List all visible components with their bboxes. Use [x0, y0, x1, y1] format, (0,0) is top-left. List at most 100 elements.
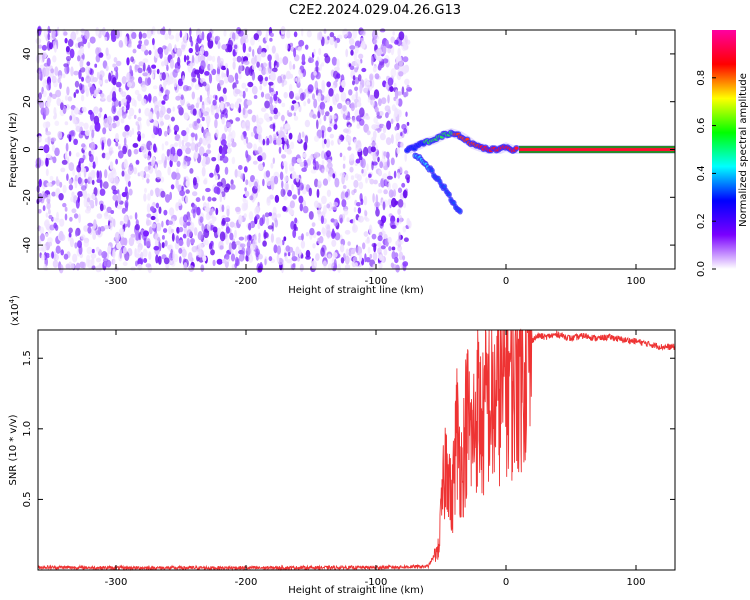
noise-speckle [278, 257, 283, 266]
noise-speckle [202, 111, 209, 117]
noise-speckle [85, 65, 91, 76]
noise-speckle [312, 93, 315, 100]
noise-speckle [137, 258, 143, 267]
noise-speckle [401, 41, 408, 52]
noise-speckle [150, 206, 155, 212]
noise-speckle [95, 197, 98, 207]
noise-speckle [133, 114, 137, 120]
noise-speckle [260, 91, 265, 98]
noise-speckle [214, 174, 218, 181]
noise-speckle [164, 114, 171, 120]
noise-speckle [402, 255, 406, 261]
noise-speckle [354, 262, 358, 268]
noise-speckle [148, 164, 151, 171]
noise-speckle [175, 178, 179, 189]
noise-speckle [164, 141, 169, 146]
noise-speckle [190, 142, 196, 151]
noise-speckle [208, 73, 213, 84]
noise-speckle [91, 179, 95, 185]
noise-speckle [138, 231, 142, 241]
noise-speckle [246, 234, 253, 242]
noise-speckle [98, 112, 102, 119]
noise-speckle [170, 154, 174, 162]
noise-speckle [266, 137, 270, 146]
noise-speckle [203, 239, 206, 246]
noise-speckle [291, 263, 296, 271]
noise-speckle [301, 53, 306, 63]
noise-speckle [147, 77, 152, 86]
noise-speckle [205, 114, 211, 125]
noise-speckle [322, 260, 327, 269]
noise-speckle [166, 107, 172, 114]
noise-speckle [46, 201, 51, 210]
noise-speckle [134, 248, 137, 258]
noise-region [35, 25, 413, 274]
noise-speckle [183, 54, 187, 63]
noise-speckle [191, 77, 197, 83]
snr-y-axis-label: SNR (10 * v/v) [8, 414, 19, 485]
noise-speckle [107, 172, 114, 183]
noise-speckle [238, 30, 244, 37]
noise-speckle [64, 206, 68, 212]
noise-speckle [403, 237, 409, 242]
noise-speckle [326, 93, 331, 103]
snr-series-line [37, 328, 676, 572]
noise-speckle [156, 110, 160, 120]
noise-speckle [363, 146, 369, 157]
noise-speckle [47, 33, 51, 41]
noise-speckle [86, 246, 93, 255]
noise-speckle [90, 141, 96, 151]
noise-speckle [72, 253, 78, 263]
noise-speckle [377, 127, 380, 133]
noise-speckle [188, 123, 193, 128]
noise-speckle [243, 213, 247, 218]
noise-speckle [348, 154, 352, 162]
x-tick-label: -100 [365, 577, 388, 588]
noise-speckle [161, 242, 165, 249]
noise-speckle [377, 189, 383, 194]
noise-speckle [125, 202, 129, 212]
noise-speckle [129, 215, 133, 220]
noise-speckle [264, 212, 270, 218]
noise-speckle [316, 202, 323, 208]
x-tick-label: 0 [503, 276, 509, 287]
noise-speckle [89, 154, 94, 163]
noise-speckle [155, 187, 161, 197]
noise-speckle [327, 126, 332, 133]
noise-speckle [234, 44, 238, 50]
noise-speckle [340, 257, 345, 264]
noise-speckle [395, 97, 399, 106]
noise-speckle [382, 173, 388, 181]
noise-speckle [321, 80, 326, 89]
noise-speckle [301, 92, 306, 100]
noise-speckle [112, 77, 117, 86]
noise-speckle [56, 211, 59, 221]
noise-speckle [291, 100, 297, 105]
noise-speckle [276, 245, 282, 255]
noise-speckle [236, 55, 242, 63]
noise-speckle [70, 31, 77, 41]
noise-speckle [155, 202, 160, 209]
noise-speckle [205, 187, 211, 193]
noise-speckle [264, 76, 268, 82]
noise-speckle [224, 166, 229, 175]
noise-speckle [59, 82, 62, 90]
noise-speckle [45, 212, 49, 218]
noise-speckle [207, 196, 212, 202]
noise-speckle [142, 72, 148, 77]
noise-speckle [125, 101, 130, 111]
noise-speckle [195, 42, 199, 53]
noise-speckle [278, 57, 283, 64]
noise-speckle [187, 252, 193, 262]
noise-speckle [287, 189, 292, 197]
noise-speckle [137, 124, 140, 132]
noise-speckle [113, 57, 118, 63]
noise-speckle [123, 158, 128, 169]
noise-speckle [300, 254, 304, 259]
noise-speckle [69, 216, 73, 222]
noise-speckle [48, 42, 54, 50]
noise-speckle [164, 194, 171, 203]
noise-speckle [244, 190, 250, 197]
noise-speckle [186, 229, 193, 238]
noise-speckle [125, 36, 128, 46]
